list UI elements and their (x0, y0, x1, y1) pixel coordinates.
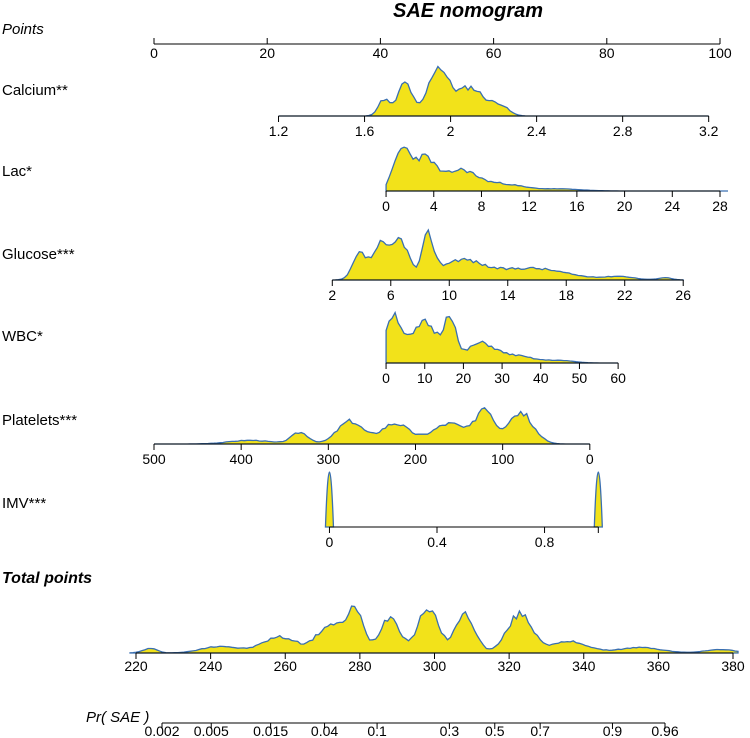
wbc-tick-label: 60 (610, 370, 626, 386)
calcium-tick-label: 2.4 (527, 123, 547, 139)
total-points-tick-label: 240 (199, 658, 223, 674)
calcium-tick-label: 2.8 (613, 123, 633, 139)
total-points-axis: 220 240 260 280 300 320 340 360 380 (124, 652, 745, 674)
total-points-tick-label: 280 (348, 658, 372, 674)
wbc-tick-label: 50 (572, 370, 588, 386)
glucose-tick-label: 14 (500, 287, 516, 303)
wbc-axis: 0 10 20 30 40 50 60 (382, 362, 626, 386)
glucose-tick-label: 22 (617, 287, 633, 303)
lac-tick-label: 24 (665, 198, 681, 214)
glucose-tick-label: 10 (441, 287, 457, 303)
points-tick-label: 20 (259, 45, 275, 61)
total-points-tick-label: 340 (572, 658, 596, 674)
lac-axis: 0 4 8 12 16 20 24 28 (382, 190, 728, 214)
probability-tick-label: 0.015 (253, 723, 288, 738)
glucose-tick-label: 6 (387, 287, 395, 303)
lac-tick-label: 12 (521, 198, 537, 214)
wbc-tick-label: 30 (494, 370, 510, 386)
lac-density (385, 146, 728, 192)
lac-tick-label: 20 (617, 198, 633, 214)
imv-tick-label: 0 (326, 534, 334, 550)
probability-tick-label: 0.9 (603, 723, 623, 738)
calcium-density (278, 65, 709, 117)
glucose-tick-label: 2 (328, 287, 336, 303)
points-tick-label: 40 (373, 45, 389, 61)
imv-density-spike (324, 471, 335, 528)
probability-tick-label: 0.96 (651, 723, 678, 738)
calcium-axis: 1.2 1.6 2 2.4 2.8 3.2 (269, 115, 719, 139)
total-points-tick-label: 220 (124, 658, 148, 674)
platelets-label: Platelets*** (2, 412, 77, 429)
lac-tick-label: 28 (712, 198, 728, 214)
imv-axis: 0 0.4 0.8 (326, 526, 599, 550)
calcium-tick-label: 1.2 (269, 123, 289, 139)
platelets-density (154, 407, 590, 445)
probability-tick-label: 0.5 (485, 723, 505, 738)
glucose-tick-label: 18 (558, 287, 574, 303)
probability-tick-label: 0.04 (311, 723, 338, 738)
glucose-label: Glucose*** (2, 246, 75, 263)
lac-tick-label: 4 (430, 198, 438, 214)
imv-density-spike (593, 471, 603, 528)
lac-tick-label: 8 (478, 198, 486, 214)
lac-label: Lac* (2, 163, 32, 180)
probability-tick-label: 0.005 (194, 723, 229, 738)
chart-title: SAE nomogram (393, 0, 543, 22)
platelets-axis: 500 400 300 200 100 0 (142, 443, 594, 467)
wbc-label: WBC* (2, 328, 43, 345)
imv-tick-label: 0.4 (427, 534, 447, 550)
points-axis: 0 20 40 60 80 100 (150, 38, 732, 61)
points-tick-label: 100 (708, 45, 732, 61)
platelets-tick-label: 400 (229, 451, 253, 467)
probability-tick-label: 0.002 (144, 723, 179, 738)
platelets-tick-label: 0 (586, 451, 594, 467)
points-tick-label: 80 (599, 45, 615, 61)
platelets-tick-label: 500 (142, 451, 166, 467)
total-points-tick-label: 300 (423, 658, 447, 674)
probability-tick-label: 0.3 (440, 723, 460, 738)
glucose-axis: 2 6 10 14 18 22 26 (328, 279, 691, 303)
platelets-tick-label: 200 (404, 451, 428, 467)
platelets-tick-label: 300 (317, 451, 341, 467)
imv-tick-label: 0.8 (535, 534, 555, 550)
wbc-tick-label: 0 (382, 370, 390, 386)
total-points-tick-label: 260 (274, 658, 298, 674)
wbc-tick-label: 10 (417, 370, 433, 386)
wbc-density (385, 310, 619, 364)
total-points-tick-label: 320 (497, 658, 521, 674)
platelets-tick-label: 100 (491, 451, 515, 467)
glucose-density (332, 228, 684, 281)
lac-tick-label: 16 (569, 198, 585, 214)
imv-label: IMV*** (2, 495, 46, 512)
total-points-tick-label: 380 (721, 658, 745, 674)
calcium-label: Calcium** (2, 82, 68, 99)
probability-label: Pr( SAE ) (86, 709, 149, 726)
total-points-density (129, 605, 739, 654)
total-points-label: Total points (2, 570, 92, 587)
wbc-tick-label: 20 (456, 370, 472, 386)
points-tick-label: 60 (486, 45, 502, 61)
lac-tick-label: 0 (382, 198, 390, 214)
total-points-tick-label: 360 (647, 658, 671, 674)
probability-axis: 0.002 0.005 0.015 0.04 0.1 0.3 0.5 0.7 0.9 0.96 (144, 722, 679, 738)
calcium-tick-label: 1.6 (355, 123, 375, 139)
probability-tick-label: 0.7 (530, 723, 550, 738)
glucose-tick-label: 26 (675, 287, 691, 303)
points-axis-label: Points (2, 21, 44, 38)
points-tick-label: 0 (150, 45, 158, 61)
wbc-tick-label: 40 (533, 370, 549, 386)
probability-tick-label: 0.1 (367, 723, 387, 738)
calcium-tick-label: 3.2 (699, 123, 719, 139)
calcium-tick-label: 2 (447, 123, 455, 139)
